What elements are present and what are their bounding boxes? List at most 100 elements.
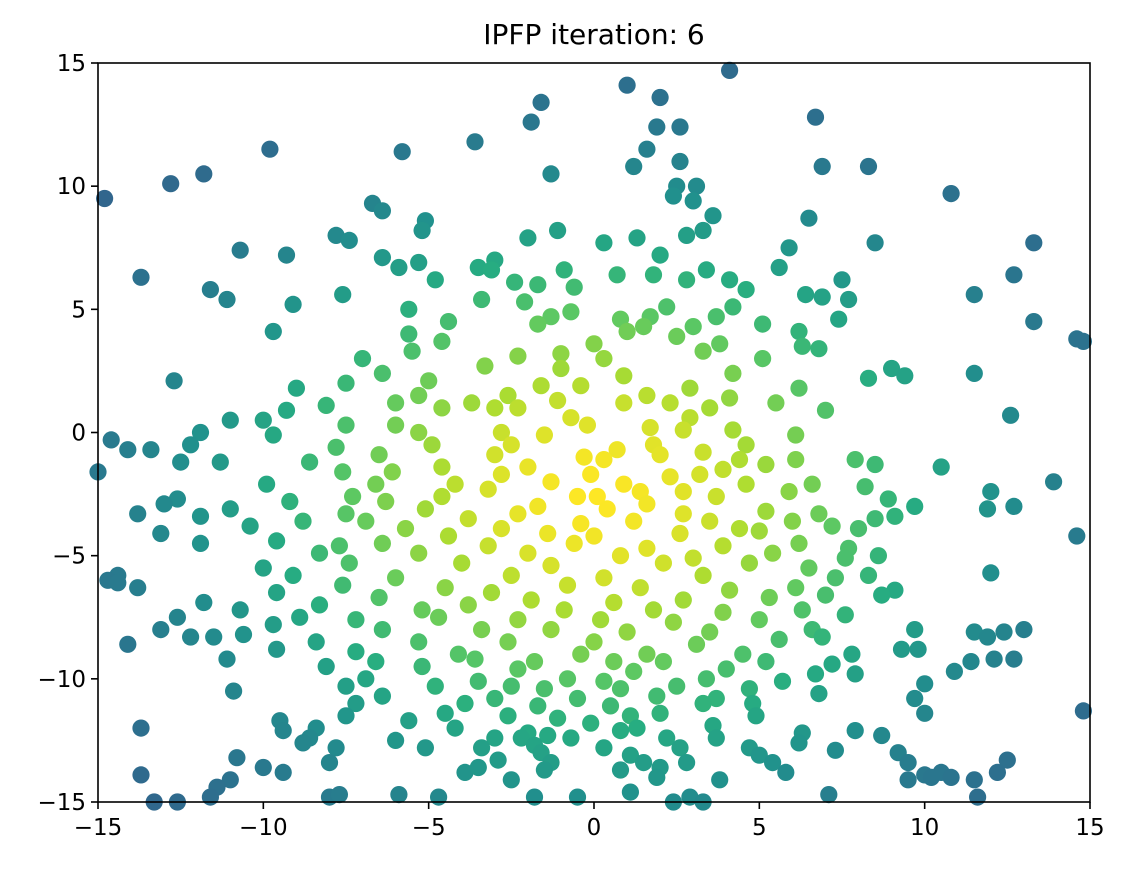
scatter-point-229 (598, 500, 616, 518)
scatter-point-7 (671, 118, 689, 136)
scatter-point-59 (721, 271, 739, 289)
scatter-point-157 (191, 423, 210, 442)
scatter-point-404 (529, 697, 547, 715)
scatter-point-203 (856, 478, 874, 496)
scatter-point-311 (310, 596, 329, 614)
scatter-point-137 (317, 396, 335, 414)
scatter-point-228 (509, 505, 527, 523)
scatter-point-306 (605, 593, 623, 612)
scatter-point-13 (813, 157, 831, 176)
scatter-point-79 (562, 303, 580, 321)
scatter-point-44 (231, 241, 249, 259)
scatter-point-248 (849, 520, 868, 538)
scatter-point-221 (638, 495, 656, 513)
scatter-point-292 (109, 574, 127, 592)
scatter-point-129 (638, 386, 656, 405)
scatter-point-117 (896, 367, 914, 385)
scatter-point-473 (469, 758, 487, 777)
scatter-point-230 (674, 505, 692, 523)
scatter-point-72 (813, 288, 831, 306)
y-axis: −15 −10 −5 0 5 10 15 (37, 51, 98, 816)
scatter-point-251 (268, 532, 286, 550)
scatter-point-288 (595, 569, 613, 587)
scatter-point-397 (486, 689, 504, 708)
scatter-point-463 (274, 763, 292, 782)
scatter-point-122 (532, 377, 550, 395)
scatter-point-446 (671, 739, 689, 757)
scatter-point-298 (787, 579, 805, 597)
scatter-point-61 (426, 271, 444, 289)
scatter-point-110 (476, 357, 494, 375)
scatter-point-434 (562, 729, 580, 747)
scatter-point-331 (473, 621, 491, 639)
scatter-point-369 (962, 653, 980, 671)
scatter-point-274 (869, 547, 888, 565)
scatter-point-161 (102, 431, 120, 449)
scatter-point-153 (492, 423, 510, 442)
scatter-point-339 (182, 628, 200, 646)
scatter-point-125 (287, 379, 305, 397)
scatter-point-53 (608, 266, 626, 284)
scatter-point-16 (542, 165, 560, 183)
scatter-point-109 (353, 350, 372, 368)
scatter-point-341 (234, 625, 253, 644)
scatter-point-176 (787, 451, 805, 469)
scatter-point-242 (866, 510, 884, 528)
scatter-point-359 (892, 640, 911, 658)
scatter-point-184 (433, 458, 451, 476)
scatter-point-83 (707, 308, 725, 326)
scatter-point-14 (859, 157, 878, 176)
scatter-point-307 (674, 591, 692, 609)
scatter-point-468 (777, 763, 795, 782)
scatter-point-219 (155, 495, 173, 513)
scatter-point-375 (625, 662, 643, 681)
scatter-point-290 (826, 569, 845, 587)
scatter-point-301 (195, 593, 213, 612)
scatter-point-215 (879, 490, 897, 508)
scatter-point-84 (830, 310, 848, 328)
scatter-point-1 (618, 76, 636, 94)
y-tick-label-6: 15 (57, 51, 86, 77)
scatter-point-142 (816, 401, 835, 419)
scatter-point-393 (740, 680, 759, 698)
scatter-point-355 (572, 645, 590, 663)
scatter-point-258 (191, 534, 210, 553)
scatter-point-253 (539, 524, 557, 543)
scatter-point-362 (367, 653, 385, 671)
scatter-point-396 (373, 687, 391, 705)
scatter-point-226 (337, 505, 355, 523)
scatter-point-21 (942, 185, 960, 203)
scatter-point-271 (684, 549, 702, 567)
scatter-point-246 (730, 520, 749, 538)
scatter-point-300 (129, 579, 147, 597)
scatter-point-63 (529, 276, 547, 294)
scatter-point-160 (787, 426, 805, 444)
scatter-point-172 (370, 446, 388, 464)
scatter-point-237 (459, 510, 477, 528)
scatter-point-409 (436, 704, 454, 722)
scatter-point-260 (373, 534, 391, 553)
scatter-point-413 (651, 704, 669, 722)
scatter-point-80 (542, 308, 560, 326)
y-tick-label-5: 10 (57, 174, 86, 200)
scatter-point-120 (420, 372, 438, 390)
scatter-point-154 (578, 416, 597, 434)
scatter-point-366 (654, 653, 673, 671)
scatter-point-277 (453, 554, 471, 572)
scatter-point-86 (439, 313, 458, 331)
scatter-point-185 (519, 458, 537, 476)
scatter-point-190 (383, 463, 401, 481)
scatter-point-267 (310, 544, 329, 562)
scatter-point-73 (840, 290, 858, 309)
scatter-point-268 (410, 544, 428, 562)
scatter-point-285 (284, 566, 302, 585)
scatter-point-8 (466, 133, 484, 151)
x-tick-label-1: −10 (239, 815, 288, 841)
chart-title: IPFP iteration: 6 (483, 18, 704, 51)
scatter-point-411 (549, 709, 567, 727)
scatter-point-103 (552, 345, 570, 363)
scatter-point-323 (592, 611, 610, 629)
y-tick-label-4: 5 (71, 297, 86, 323)
scatter-point-478 (922, 768, 940, 787)
scatter-point-232 (810, 505, 828, 523)
